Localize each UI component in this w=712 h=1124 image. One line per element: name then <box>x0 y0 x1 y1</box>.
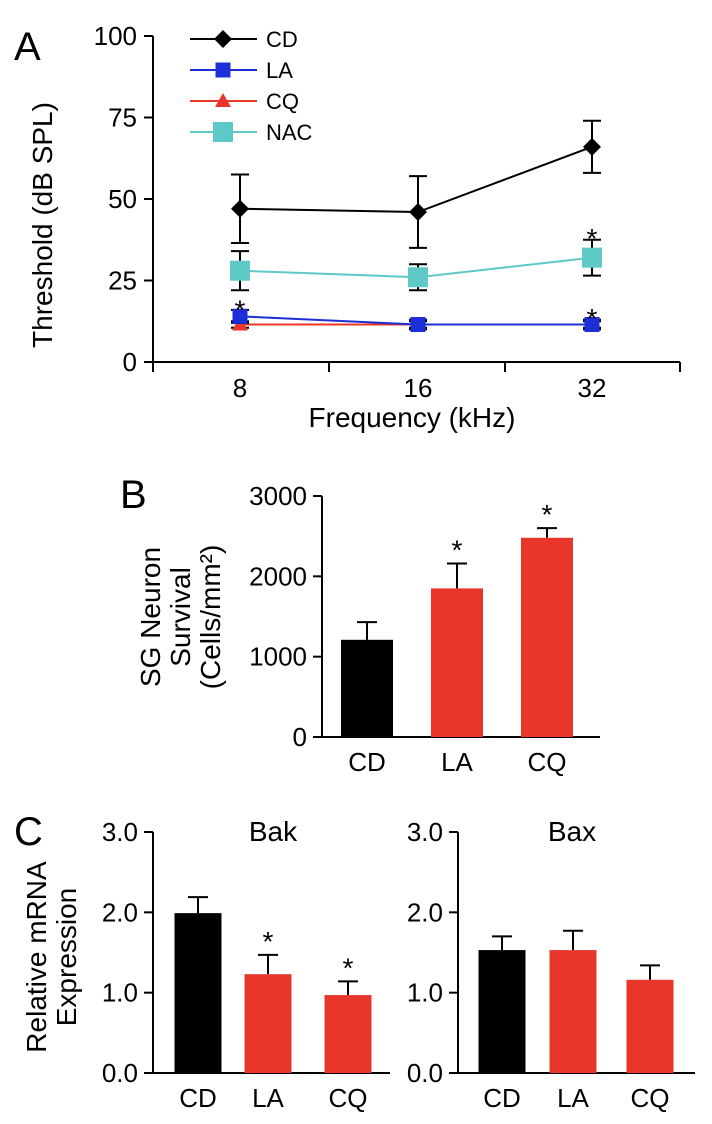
series-cd-point <box>583 137 601 156</box>
panel-b-bar-chart: 0 1000 2000 3000 CD LA * CQ * <box>249 481 600 777</box>
panel-b-y-tick-label: 2000 <box>249 561 307 591</box>
panel-c-bax-y-tick-label: 2.0 <box>407 897 443 927</box>
panel-c-bak-bar-cd <box>174 913 222 1073</box>
series-cd-line <box>239 145 593 214</box>
panel-c-y-axis-title-line2: Expression <box>51 888 82 1027</box>
legend-cq-marker <box>215 93 231 107</box>
panel-c-bax-y-tick-label: 0.0 <box>407 1058 443 1088</box>
panel-b-significance-star: * <box>542 499 553 530</box>
panel-c-bax-bar-cd <box>478 950 526 1073</box>
panel-a-line-chart: 0 25 50 75 100 8 16 32 * * * CD LA CQ NAC <box>94 21 681 403</box>
panel-c-bax-bar-chart: 0.0 1.0 2.0 3.0 CD LA CQ <box>407 817 695 1113</box>
panel-b-y-axis-title-line2: Survival <box>165 567 196 667</box>
panel-a-x-axis-title: Frequency (kHz) <box>309 402 516 433</box>
panel-c-bax-x-tick-label: LA <box>557 1083 589 1113</box>
panel-b-bar-cq <box>521 537 573 737</box>
panel-c-bak-bar-la <box>244 974 292 1073</box>
panel-c-bax-x-tick-label: CQ <box>631 1083 670 1113</box>
series-la-point <box>232 308 248 324</box>
legend-la-marker <box>215 62 231 78</box>
panel-c-bax-title: Bax <box>548 816 596 847</box>
panel-c-y-axis-title-line1: Relative mRNA <box>21 861 52 1053</box>
panel-c-bak-x-tick-label: LA <box>252 1083 284 1113</box>
panel-c-bax-x-tick-label: CD <box>483 1083 521 1113</box>
legend-cd-marker <box>214 30 232 48</box>
panel-c-bak-significance-star: * <box>263 926 274 957</box>
panel-c-bak-y-tick-label: 0.0 <box>102 1058 138 1088</box>
panel-c-bak-y-tick-label: 1.0 <box>102 978 138 1008</box>
panel-b-y-tick-label: 0 <box>293 722 307 752</box>
panel-b-y-tick-label: 3000 <box>249 481 307 511</box>
panel-a-y-tick-label: 25 <box>108 266 137 296</box>
panel-b-y-axis-title-line3: (Cells/mm²) <box>195 545 226 690</box>
series-cd-point <box>409 203 427 222</box>
panel-letter-c: C <box>14 810 43 854</box>
panel-a-y-tick-label: 75 <box>108 103 137 133</box>
panel-a-y-tick-label: 0 <box>123 347 137 377</box>
legend-cd-label: CD <box>266 27 298 52</box>
legend-nac-marker <box>213 122 233 142</box>
panel-c-bak-y-tick-label: 2.0 <box>102 897 138 927</box>
legend-la-label: LA <box>266 58 293 83</box>
panel-c-bak-bar-cq <box>324 995 372 1073</box>
panel-a-significance-star: * <box>235 295 246 326</box>
legend-nac-label: NAC <box>266 120 313 145</box>
panel-b-x-tick-label: LA <box>441 747 473 777</box>
series-la-point <box>584 317 600 333</box>
panel-c-bak-significance-star: * <box>343 952 354 983</box>
panel-c-bak-x-tick-label: CQ <box>329 1083 368 1113</box>
panel-b-y-tick-label: 1000 <box>249 642 307 672</box>
panel-a-x-tick-label: 8 <box>233 373 247 403</box>
series-nac-point <box>230 260 250 281</box>
legend-cq-label: CQ <box>266 89 299 114</box>
panel-c-bax-y-tick-label: 1.0 <box>407 978 443 1008</box>
panel-a-y-tick-label: 100 <box>94 21 137 51</box>
panel-c-bak-x-tick-label: CD <box>179 1083 217 1113</box>
panel-c-bax-bar-la <box>549 950 597 1073</box>
panel-c-bak-bar-chart: 0.0 1.0 2.0 3.0 CD LA * CQ * <box>102 817 390 1113</box>
series-nac-point <box>408 267 428 288</box>
panel-b-y-axis-title-line1: SG Neuron <box>135 547 166 687</box>
panel-b-significance-star: * <box>452 534 463 565</box>
panel-c-bax-y-tick-label: 3.0 <box>407 817 443 847</box>
series-la-point <box>410 317 426 333</box>
panel-b-bar-cd <box>341 639 393 737</box>
panel-b-bar-la <box>431 588 483 737</box>
panel-a-x-tick-label: 16 <box>404 373 433 403</box>
panel-a-y-tick-label: 50 <box>108 184 137 214</box>
panel-a-significance-star: * <box>587 303 598 334</box>
panel-b-x-tick-label: CQ <box>528 747 567 777</box>
panel-a-x-tick-label: 32 <box>578 373 607 403</box>
panel-c-bax-bar-cq <box>626 979 674 1073</box>
panel-c-bak-title: Bak <box>249 816 298 847</box>
panel-b-x-tick-label: CD <box>348 747 386 777</box>
panel-c-bak-y-tick-label: 3.0 <box>102 817 138 847</box>
panel-a-significance-star: * <box>587 223 598 254</box>
series-nac-point <box>582 247 602 268</box>
panel-letter-b: B <box>120 473 147 517</box>
series-cd-point <box>231 199 249 218</box>
panel-a-y-axis-title: Threshold (dB SPL) <box>27 102 58 348</box>
panel-letter-a: A <box>14 25 41 69</box>
